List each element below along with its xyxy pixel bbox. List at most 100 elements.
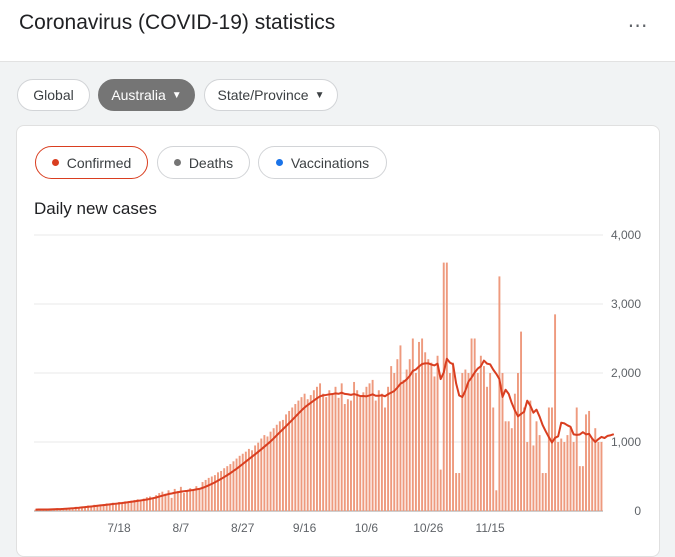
bar: [473, 338, 476, 511]
bar: [575, 407, 578, 511]
bar: [139, 500, 142, 511]
bar: [439, 469, 442, 511]
bar: [538, 435, 541, 511]
bar: [554, 314, 557, 511]
bar: [421, 338, 424, 511]
bar: [186, 490, 189, 511]
bar: [285, 414, 287, 511]
bar: [489, 373, 492, 511]
bar: [145, 497, 148, 511]
bar: [260, 438, 263, 511]
bar: [201, 482, 204, 511]
bar: [399, 345, 402, 511]
bar: [80, 506, 83, 511]
bar: [207, 477, 210, 511]
bar: [288, 410, 291, 511]
bar: [251, 450, 253, 511]
bar: [387, 386, 390, 511]
bar: [226, 466, 229, 511]
vaccinations-dot-icon: [275, 159, 283, 166]
bar: [507, 421, 510, 511]
bar: [108, 504, 111, 511]
bar: [405, 369, 408, 511]
bar: [322, 393, 325, 511]
bar: [442, 262, 445, 511]
bar: [482, 366, 485, 511]
metric-tab-label: Deaths: [188, 154, 234, 171]
region-tab-global[interactable]: Global: [17, 79, 90, 111]
bar: [436, 355, 439, 511]
metric-tab-deaths[interactable]: Deaths: [157, 146, 250, 179]
bar: [102, 504, 105, 511]
bar: [551, 407, 553, 511]
bar: [241, 453, 244, 511]
bar: [71, 508, 74, 511]
bar: [371, 379, 374, 511]
bar: [198, 488, 201, 511]
region-tab-label: State/Province: [217, 87, 309, 103]
x-tick-label: 7/18: [107, 521, 131, 535]
bar: [62, 508, 65, 511]
bar: [350, 400, 352, 511]
y-tick-label: 3,000: [611, 297, 641, 311]
bar: [594, 428, 597, 511]
x-tick-label: 10/6: [355, 521, 379, 535]
bar: [588, 410, 591, 511]
bar: [408, 359, 411, 511]
bar: [495, 490, 498, 511]
bar: [476, 373, 479, 511]
bar: [164, 493, 167, 511]
bar: [368, 383, 371, 511]
bar: [362, 392, 365, 511]
metric-tab-confirmed[interactable]: Confirmed: [35, 146, 148, 179]
bar: [167, 490, 170, 511]
bar: [189, 488, 192, 511]
bar: [591, 438, 594, 511]
bar: [572, 442, 575, 511]
region-tab-australia[interactable]: Australia ▼: [98, 79, 195, 111]
bar: [34, 509, 37, 511]
bar: [520, 331, 523, 511]
bar: [118, 502, 120, 511]
bar: [513, 393, 516, 511]
bar: [504, 421, 507, 511]
bar: [390, 366, 393, 511]
caret-down-icon: ▼: [314, 89, 325, 101]
more-options-button[interactable]: ⋯: [623, 10, 653, 40]
bar: [557, 442, 560, 511]
bar: [272, 428, 275, 511]
bar: [377, 390, 380, 511]
x-tick-label: 9/16: [293, 521, 317, 535]
bar: [192, 489, 195, 511]
bar: [523, 407, 526, 511]
bar: [161, 491, 164, 511]
page-title: Coronavirus (COVID-19) statistics: [19, 11, 336, 34]
bar: [238, 455, 241, 511]
y-tick-label: 0: [634, 504, 641, 518]
bar: [179, 486, 182, 511]
bar: [384, 407, 386, 511]
bar: [541, 473, 544, 511]
bar: [309, 395, 312, 511]
bar: [458, 473, 461, 511]
bar: [396, 359, 399, 511]
bar: [585, 414, 587, 511]
bar: [297, 400, 300, 511]
bar: [547, 407, 550, 511]
bar: [269, 431, 272, 511]
bar: [158, 493, 161, 511]
bar: [452, 362, 454, 511]
bar: [532, 445, 535, 511]
metric-tab-vaccinations[interactable]: Vaccinations: [258, 146, 387, 179]
bar: [498, 276, 501, 511]
bar: [96, 505, 99, 511]
bar: [114, 503, 117, 511]
bar: [170, 497, 173, 511]
bar: [597, 442, 600, 511]
bar: [600, 442, 603, 511]
bar: [535, 421, 538, 511]
region-tab-state-province[interactable]: State/Province ▼: [204, 79, 338, 111]
bar: [510, 428, 513, 511]
x-tick-label: 11/15: [476, 521, 505, 535]
bar: [90, 505, 93, 511]
